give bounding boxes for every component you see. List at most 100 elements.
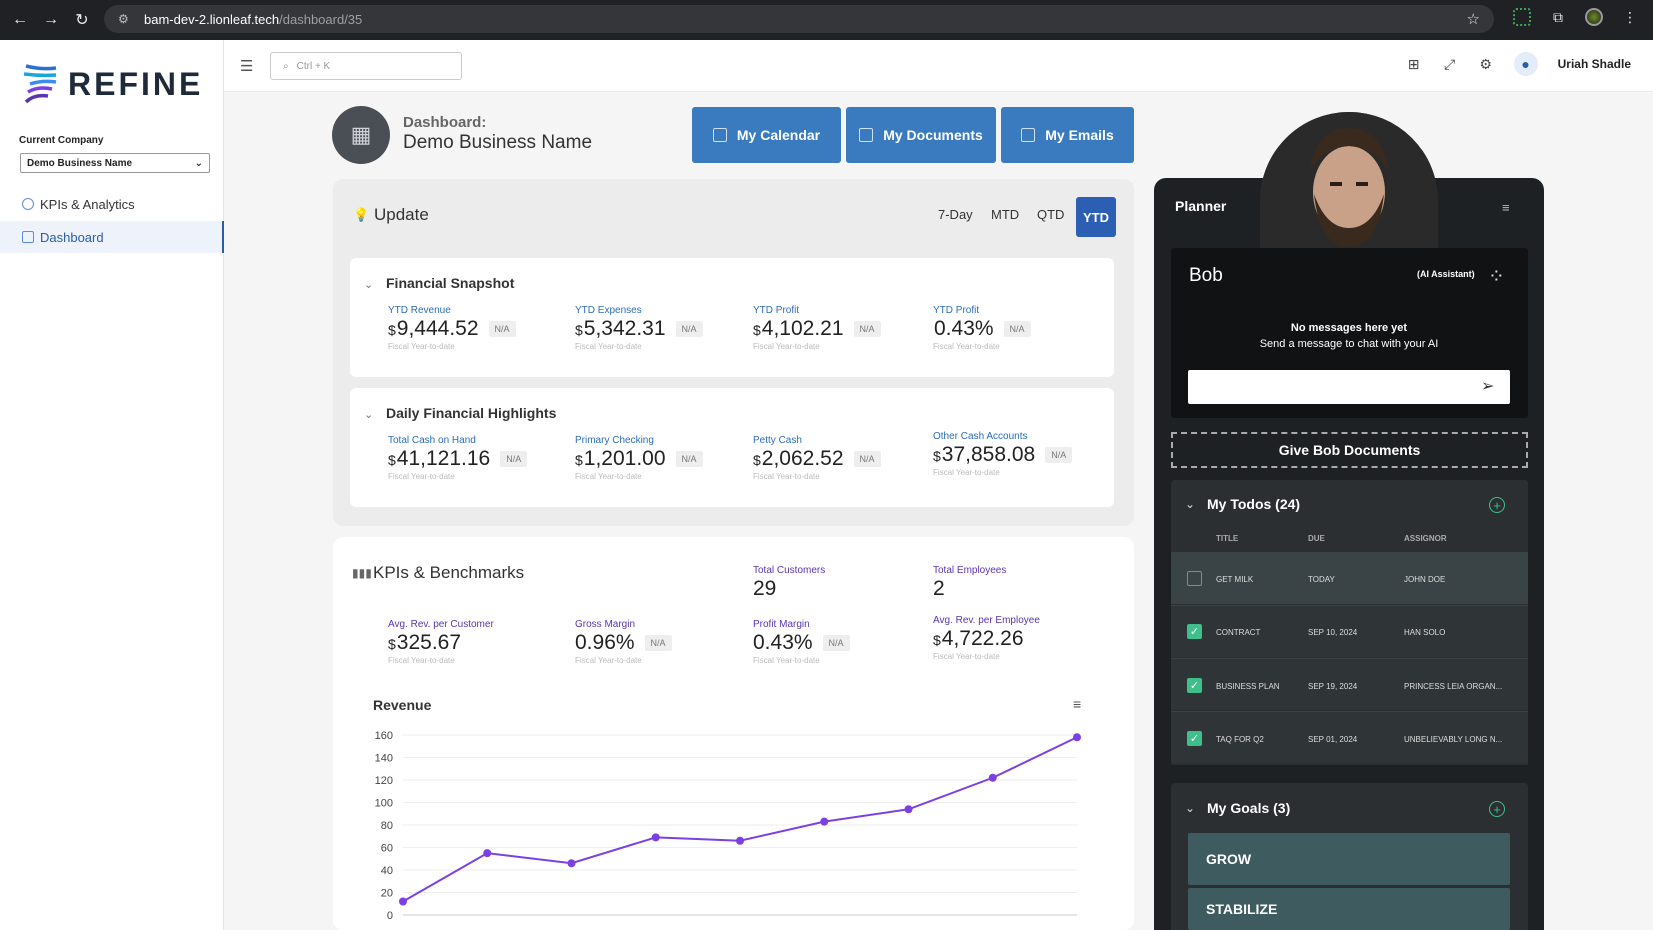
- chat-input[interactable]: [1188, 370, 1510, 404]
- my-documents-button[interactable]: My Documents: [846, 107, 996, 163]
- top-bar: ☰ ⌕ Ctrl + K ⊞ ⤢ ⚙ ● Uriah Shadle: [224, 40, 1653, 92]
- collapse-menu-icon[interactable]: ☰: [240, 58, 254, 75]
- kpi-value: 0.96%: [575, 631, 635, 654]
- goal-item[interactable]: GROW: [1188, 833, 1510, 885]
- kpi-badge: N/A: [675, 321, 703, 337]
- add-goal-icon[interactable]: +: [1489, 801, 1505, 817]
- kpi-sub: Fiscal Year-to-date: [933, 468, 1000, 477]
- todo-checkbox-checked[interactable]: ✓: [1187, 624, 1202, 639]
- give-documents-button[interactable]: Give Bob Documents: [1171, 432, 1528, 468]
- financial-snapshot-panel: [350, 258, 1114, 377]
- my-emails-button[interactable]: My Emails: [1001, 107, 1134, 163]
- kpi-currency: $: [933, 448, 941, 464]
- chart-menu-icon[interactable]: ≡: [1073, 696, 1082, 712]
- todo-due: SEP 01, 2024: [1308, 735, 1358, 744]
- assistant-tag: (AI Assistant): [1417, 269, 1475, 279]
- button-label: My Calendar: [736, 127, 821, 143]
- todo-title: GET MILK: [1216, 575, 1254, 584]
- todo-row[interactable]: [1171, 658, 1528, 710]
- kpi-ytd-profit-pct: YTD Profit 0.43% N/A Fiscal Year-to-date: [933, 305, 1031, 351]
- bookmark-star-icon[interactable]: ☆: [1466, 11, 1480, 28]
- period-7day[interactable]: 7-Day: [938, 207, 973, 222]
- y-tick-label: 40: [381, 865, 393, 877]
- period-mtd[interactable]: MTD: [991, 207, 1020, 222]
- kpi-label: YTD Expenses: [575, 305, 642, 316]
- planner-menu-icon[interactable]: ≡: [1502, 200, 1510, 215]
- kpi-badge: N/A: [500, 451, 528, 467]
- back-icon[interactable]: ←: [12, 11, 28, 28]
- dashboard-icon: [22, 231, 34, 243]
- button-label: My Emails: [1045, 127, 1114, 143]
- send-icon[interactable]: ➢: [1481, 378, 1495, 395]
- kpi-value: 5,342.31: [583, 317, 666, 340]
- forward-icon[interactable]: →: [43, 11, 59, 28]
- chevron-down-icon[interactable]: ⌄: [1185, 497, 1196, 511]
- revenue-chart-title: Revenue: [373, 697, 432, 713]
- todo-checkbox-checked[interactable]: ✓: [1187, 678, 1202, 693]
- refine-logo-icon: [23, 64, 57, 104]
- my-calendar-button[interactable]: My Calendar: [692, 107, 841, 163]
- search-input[interactable]: ⌕ Ctrl + K: [270, 52, 462, 80]
- kpi-currency: $: [388, 322, 396, 338]
- kpi-ytd-expenses: YTD Expenses $5,342.31 N/A Fiscal Year-to…: [575, 305, 703, 351]
- address-bar[interactable]: ⚙ bam-dev-2.lionleaf.tech/dashboard/35 ☆: [104, 5, 1494, 33]
- kpi-currency: $: [753, 322, 761, 338]
- todo-header-assignor: ASSIGNOR: [1404, 534, 1447, 543]
- todo-checkbox[interactable]: [1187, 571, 1202, 586]
- todo-checkbox-checked[interactable]: ✓: [1187, 731, 1202, 746]
- reload-icon[interactable]: ↻: [75, 12, 89, 29]
- data-point: [904, 805, 913, 814]
- browser-profile-icon[interactable]: [1585, 8, 1603, 26]
- sidebar-item-dashboard[interactable]: Dashboard: [0, 221, 224, 253]
- data-point: [1073, 733, 1081, 742]
- kpi-gross-margin: Gross Margin 0.96% N/A Fiscal Year-to-dat…: [575, 619, 672, 665]
- y-tick-label: 80: [381, 820, 393, 832]
- kpi-value: 325.67: [396, 631, 462, 654]
- todo-row[interactable]: [1171, 605, 1528, 657]
- goal-item[interactable]: STABILIZE: [1188, 888, 1510, 930]
- kpi-value: 41,121.16: [396, 447, 491, 470]
- kpi-sub: Fiscal Year-to-date: [753, 342, 820, 351]
- kpi-value: 2: [933, 577, 945, 600]
- y-tick-label: 60: [381, 843, 393, 855]
- browser-menu-icon[interactable]: ⋮: [1623, 8, 1637, 25]
- todo-row[interactable]: [1171, 552, 1528, 604]
- site-info-icon[interactable]: ⚙: [118, 12, 129, 26]
- kpi-label: Profit Margin: [753, 619, 810, 630]
- sidebar-item-kpis[interactable]: KPIs & Analytics: [0, 188, 224, 220]
- data-point: [988, 773, 997, 782]
- todo-row[interactable]: [1171, 711, 1528, 763]
- kpi-value: 1,201.00: [583, 447, 666, 470]
- kpi-label: Gross Margin: [575, 619, 636, 630]
- todo-title: CONTRACT: [1216, 628, 1261, 637]
- todo-title: BUSINESS PLAN: [1216, 682, 1280, 691]
- period-ytd[interactable]: YTD: [1076, 197, 1116, 237]
- y-tick-label: 0: [387, 910, 393, 922]
- sidebar: REFINE Current Company Demo Business Nam…: [0, 40, 224, 930]
- app-logo[interactable]: REFINE: [22, 62, 203, 106]
- ai-sparkle-icon: ⁘: [1488, 266, 1505, 288]
- user-name[interactable]: Uriah Shadle: [1557, 57, 1631, 71]
- extensions-puzzle-icon[interactable]: ⧉: [1553, 8, 1563, 25]
- y-tick-label: 100: [375, 798, 393, 810]
- company-select[interactable]: Demo Business Name ⌄: [20, 153, 210, 173]
- mail-icon: [1021, 128, 1036, 142]
- daily-highlights-title: Daily Financial Highlights: [386, 405, 557, 421]
- kpi-value: 4,722.26: [941, 627, 1024, 650]
- add-todo-icon[interactable]: +: [1489, 497, 1505, 513]
- chevron-down-icon[interactable]: ⌄: [1185, 801, 1196, 815]
- fullscreen-icon[interactable]: ⤢: [1444, 55, 1456, 72]
- user-avatar-icon[interactable]: ●: [1513, 52, 1538, 76]
- extension-icon[interactable]: [1513, 8, 1531, 26]
- logo-text: REFINE: [68, 65, 204, 102]
- chevron-down-icon[interactable]: ⌄: [364, 409, 374, 421]
- add-image-icon[interactable]: ⊞: [1407, 55, 1420, 72]
- kpi-currency: $: [575, 322, 583, 338]
- chevron-down-icon[interactable]: ⌄: [364, 279, 374, 291]
- todo-due: SEP 10, 2024: [1308, 628, 1358, 637]
- settings-gear-icon[interactable]: ⚙: [1479, 55, 1492, 72]
- period-qtd[interactable]: QTD: [1037, 207, 1065, 222]
- kpi-label: Other Cash Accounts: [933, 431, 1028, 442]
- kpi-badge: N/A: [644, 635, 672, 651]
- data-point: [567, 859, 576, 868]
